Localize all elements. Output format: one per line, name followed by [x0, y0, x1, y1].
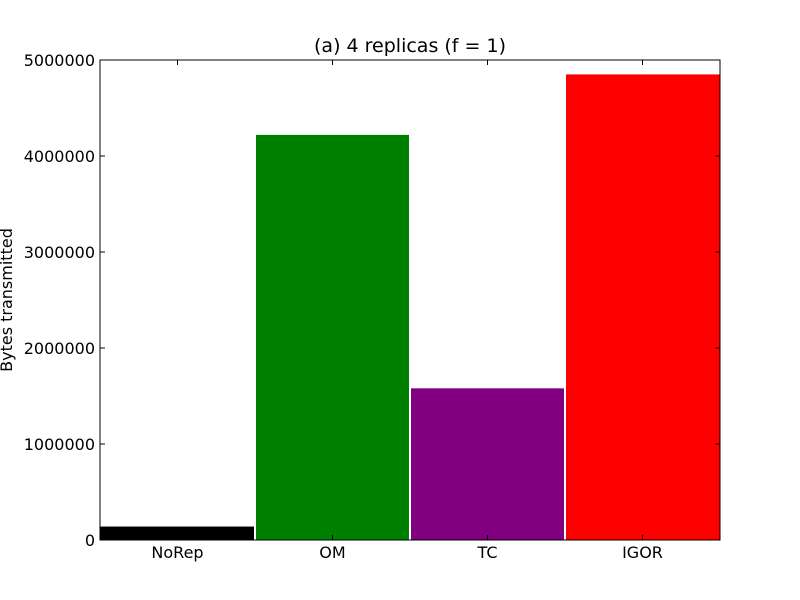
plot-area-frame: [99, 59, 721, 541]
x-tick-label: TC: [476, 543, 497, 562]
bar-tc: [411, 388, 564, 540]
y-tick-labels: 0 1000000 2000000 3000000 4000000 5000000: [24, 51, 95, 550]
bar-norep: [100, 526, 254, 540]
bar-om: [256, 134, 409, 540]
y-tick-label: 2000000: [24, 339, 95, 358]
x-tick-label: NoRep: [151, 543, 203, 562]
y-tick-label: 1000000: [24, 435, 95, 454]
y-axis-title: Bytes transmitted: [0, 228, 16, 372]
x-tick-label: OM: [319, 543, 345, 562]
x-tick-labels: NoRep OM TC IGOR: [151, 543, 662, 562]
y-tick-label: 3000000: [24, 243, 95, 262]
chart-title: (a) 4 replicas (f = 1): [314, 35, 506, 57]
y-tick-label: 5000000: [24, 51, 95, 70]
bars-group: [100, 74, 720, 541]
y-tick-label: 4000000: [24, 147, 95, 166]
bar-igor: [566, 74, 720, 541]
y-tick-label: 0: [85, 531, 95, 550]
x-tick-label: IGOR: [622, 543, 663, 562]
